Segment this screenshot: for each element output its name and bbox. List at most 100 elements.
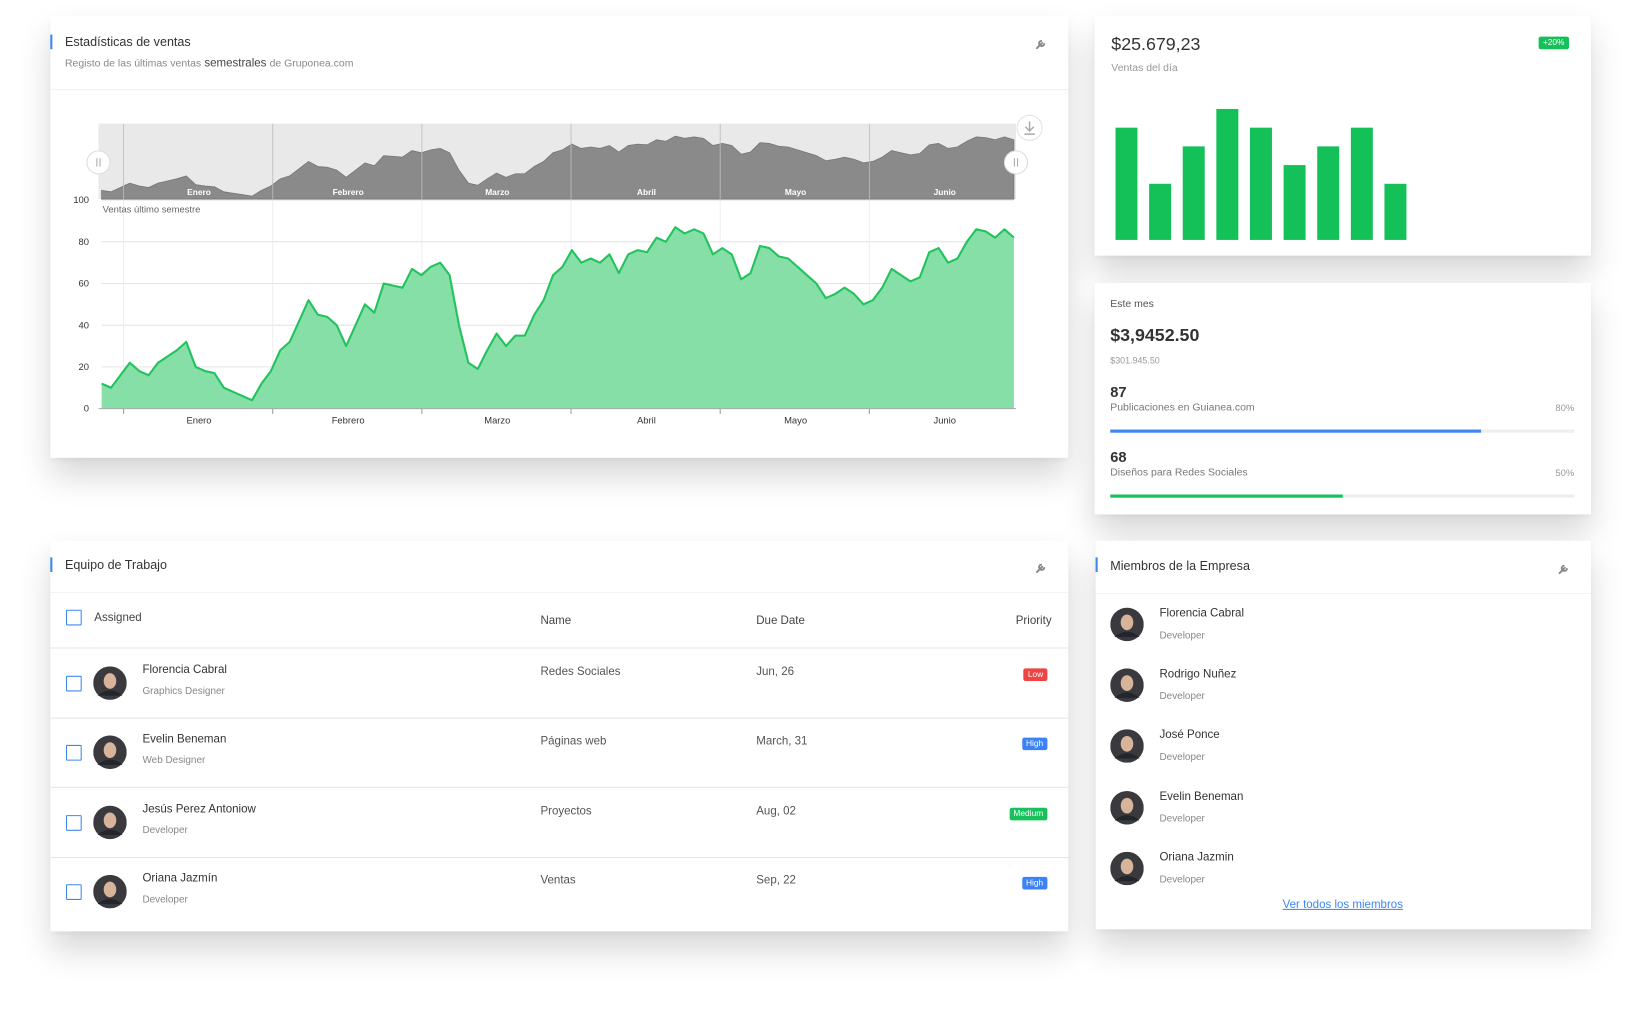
due-date: Sep, 22: [756, 874, 796, 888]
amount-label: Ventas del día: [1111, 62, 1178, 75]
navigator-handle: [86, 150, 111, 175]
avatar: [1110, 668, 1144, 703]
task-name: Redes Sociales: [540, 665, 621, 679]
header-divider: [1095, 592, 1592, 595]
y-tick-label: 0: [84, 403, 89, 414]
area-line: [101, 226, 1015, 402]
header-divider: [50, 591, 1069, 593]
y-tick-label: 60: [79, 278, 89, 289]
handle-grip: [96, 158, 101, 167]
member-role: Developer: [1159, 873, 1205, 886]
stat-percent: 80%: [1555, 402, 1575, 414]
avatar: [93, 875, 127, 909]
card-title: Miembros de la Empresa: [1110, 558, 1250, 574]
subtitle-end: de Gruponea.com: [269, 58, 354, 70]
member-name: Jesús Perez Antoniow: [142, 802, 256, 816]
row-divider: [50, 787, 1069, 789]
x-tick-label: Abril: [637, 414, 656, 425]
settings-icon[interactable]: [1035, 38, 1048, 51]
priority-badge: High: [1021, 877, 1048, 890]
row-checkbox[interactable]: [65, 814, 82, 831]
see-all-link[interactable]: Ver todos los miembros: [1282, 898, 1403, 911]
member-name: Florencia Cabral: [142, 663, 227, 677]
bar: [1249, 127, 1272, 240]
member-name: Evelin Beneman: [142, 733, 227, 746]
navigator-month-label: Febrero: [333, 187, 364, 197]
row-checkbox[interactable]: [65, 745, 82, 762]
card-title: Equipo de Trabajo: [64, 557, 167, 573]
chart-title: Ventas último semestre: [103, 204, 201, 215]
task-name: Páginas web: [540, 735, 607, 748]
member-role: Developer: [142, 894, 188, 906]
navigator-area: [101, 135, 1015, 200]
sales-card: Estadísticas de ventas Registo de las úl…: [50, 15, 1069, 458]
settings-icon[interactable]: [1035, 562, 1048, 575]
avatar: [93, 666, 127, 700]
accent: [1095, 557, 1098, 573]
growth-badge: +20%: [1538, 36, 1569, 50]
y-tick-label: 80: [79, 236, 89, 247]
avatar: [1110, 729, 1144, 764]
progress-fill: [1110, 429, 1482, 433]
navigator-month-label: Marzo: [485, 187, 509, 197]
member-name: Oriana Jazmin: [1159, 851, 1234, 864]
navigator-month-label: Mayo: [785, 187, 806, 197]
select-all-checkbox[interactable]: [65, 609, 82, 626]
member-name: Florencia Cabral: [1159, 607, 1245, 620]
row-checkbox[interactable]: [65, 675, 82, 692]
team-card: Equipo de Trabajo Assigned Name Due Date…: [50, 540, 1069, 932]
progress-track: [1110, 494, 1575, 498]
stat-label: Publicaciones en Guianea.com: [1110, 402, 1255, 414]
bar: [1384, 183, 1407, 240]
bar: [1317, 146, 1340, 240]
settings-icon[interactable]: [1557, 563, 1570, 576]
row-divider: [50, 717, 1069, 719]
member-name: Rodrigo Nuñez: [1159, 668, 1237, 681]
priority-badge: Low: [1023, 668, 1048, 682]
month-card: Este mes $3,9452.50 $301.945.50 87 Public…: [1094, 282, 1592, 515]
card-subtitle: Registo de las últimas ventas semestrales…: [65, 58, 353, 70]
member-role: Developer: [1159, 629, 1205, 642]
bar: [1182, 146, 1205, 240]
member-name: Oriana Jazmín: [142, 872, 218, 885]
navigator-month-label: Abril: [637, 187, 656, 197]
header-divider: [50, 89, 1069, 91]
avatar: [1110, 790, 1144, 825]
avatar: [93, 805, 127, 839]
member-name: José Ponce: [1159, 729, 1220, 742]
area-chart: Enero Febrero Marzo Abril Mayo Junio 0 20 40 60 80…: [73, 114, 1043, 425]
row-divider: [50, 856, 1069, 858]
stat-label: Diseños para Redes Sociales: [1110, 467, 1248, 479]
member-role: Developer: [1159, 751, 1205, 764]
member-role: Developer: [142, 824, 188, 837]
navigator-month-label: Enero: [187, 187, 211, 197]
card-title: Estadísticas de ventas: [64, 34, 191, 50]
row-checkbox[interactable]: [65, 884, 82, 901]
export-icon: [1024, 121, 1035, 135]
bar-chart: [1115, 108, 1407, 240]
avatar: [1110, 607, 1144, 642]
column-header: Due Date: [756, 614, 805, 628]
accent: [50, 557, 53, 573]
month-label: Este mes: [1110, 298, 1154, 311]
x-tick-label: Junio: [934, 414, 956, 425]
task-name: Proyectos: [540, 804, 592, 818]
x-tick-label: Marzo: [484, 414, 510, 425]
column-header: Priority: [1015, 614, 1052, 628]
bar: [1350, 127, 1373, 240]
subtitle-highlight: semestrales: [204, 57, 267, 70]
handle-grip: [1013, 158, 1019, 167]
progress-fill: [1110, 494, 1343, 498]
due-date: Jun, 26: [756, 665, 795, 679]
amount: $25.679,23: [1111, 34, 1201, 54]
avatar: [93, 735, 127, 770]
member-name: Evelin Beneman: [1159, 790, 1244, 803]
month-sub: $301.945.50: [1110, 354, 1160, 366]
accent: [50, 34, 53, 50]
row-divider: [50, 647, 1069, 649]
bar: [1149, 183, 1172, 240]
day-card: $25.679,23 Ventas del día +20%: [1094, 15, 1592, 256]
members-card: Miembros de la Empresa Ver todos los mie…: [1095, 540, 1592, 930]
